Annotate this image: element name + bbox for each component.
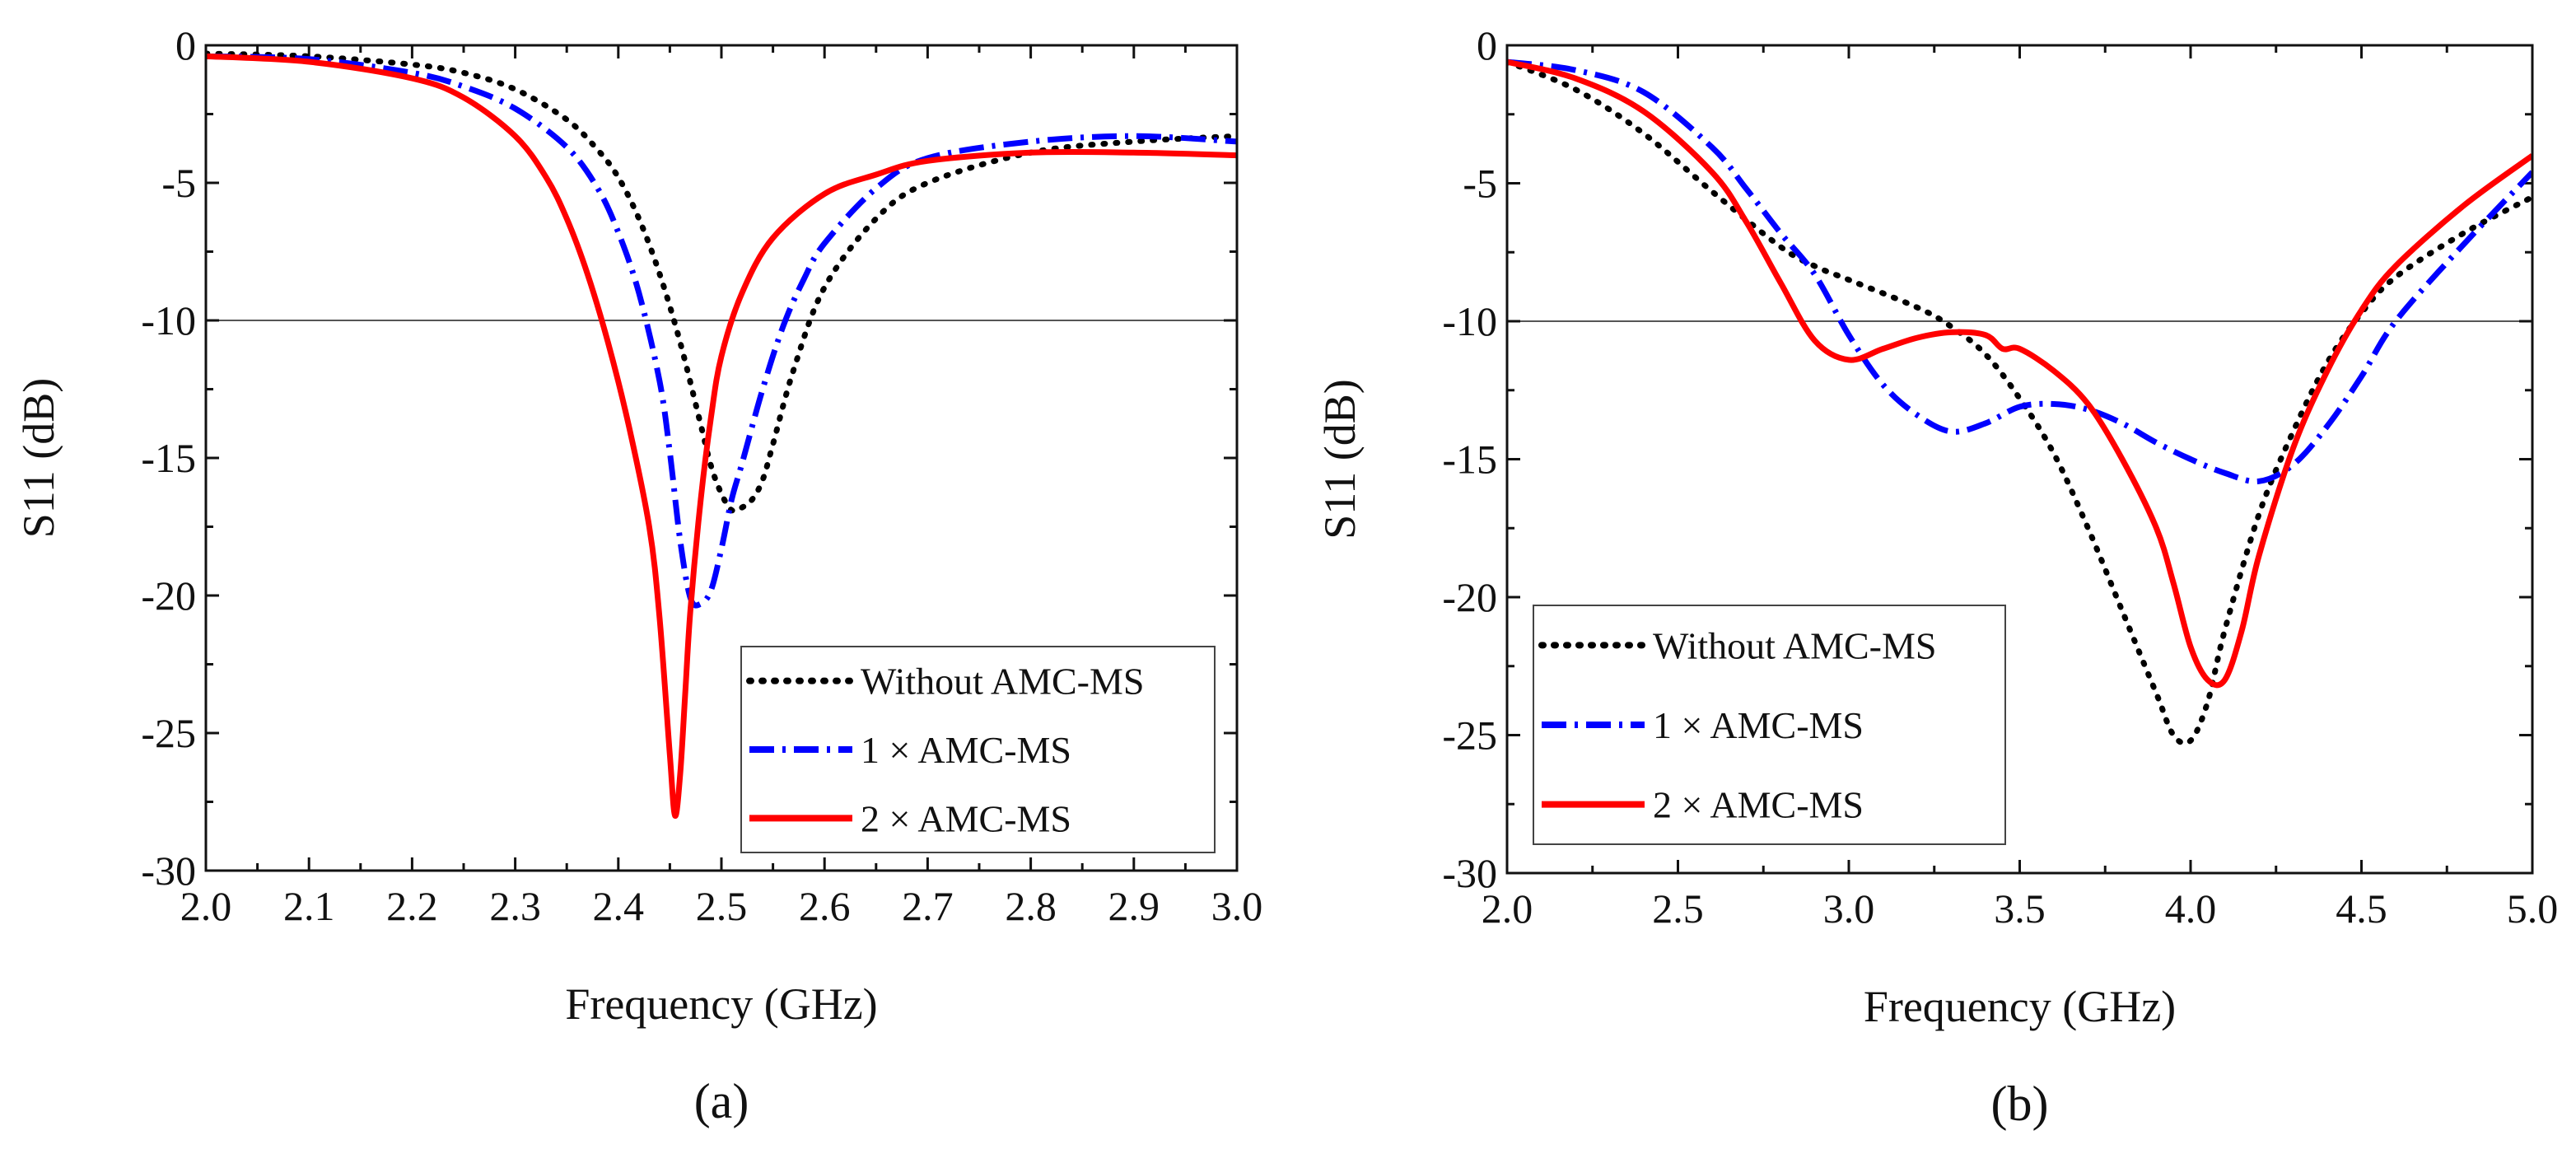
panel-a: 2.0 2.1 2.2 2.3 2.4 2.5 2.6 2.7 2.8 2.9 3.0 0 -5 -10 -… bbox=[14, 22, 1262, 1128]
panel-a-x-tick-label: 2.9 bbox=[1108, 883, 1160, 929]
panel-a-series-group bbox=[206, 50, 1237, 819]
panel-b-y-tick-label: -5 bbox=[1463, 161, 1497, 207]
panel-a-x-tick-label: 2.5 bbox=[696, 883, 748, 929]
panel-a-legend-label-1: Without AMC-MS bbox=[861, 661, 1144, 703]
panel-a-y-tick-label: -5 bbox=[161, 160, 196, 206]
panel-a-legend: Without AMC-MS 1 × AMC-MS 2 × AMC-MS bbox=[740, 646, 1216, 853]
panel-a-x-tick-label: 2.1 bbox=[283, 883, 335, 929]
panel-b-legend-label-3: 2 × AMC-MS bbox=[1653, 784, 1864, 826]
panel-a-legend-label-3: 2 × AMC-MS bbox=[861, 797, 1071, 839]
panel-a-series-line-3 bbox=[206, 53, 1237, 819]
panel-b-y-tick-label: -15 bbox=[1442, 437, 1497, 483]
panel-b-x-tick-label: 2.5 bbox=[1652, 885, 1704, 932]
panel-b-series-line-3 bbox=[1507, 58, 2532, 689]
panel-b: 2.0 2.5 3.0 3.5 4.0 4.5 5.0 0 -5 -10 -15 -20 -25 -30 F… bbox=[1315, 22, 2558, 1131]
panel-b-y-tick-label: -10 bbox=[1442, 298, 1497, 344]
panel-b-y-tick-label: 0 bbox=[1477, 22, 1497, 68]
panel-b-legend-label-1: Without AMC-MS bbox=[1653, 624, 1936, 666]
panel-a-x-tick-label: 2.2 bbox=[386, 883, 438, 929]
panel-a-legend-label-2: 1 × AMC-MS bbox=[861, 729, 1071, 771]
panel-a-x-tick-label: 2.4 bbox=[593, 883, 645, 929]
panel-a-x-tick-label: 2.0 bbox=[180, 883, 232, 929]
panel-a-y-tick-label: 0 bbox=[175, 22, 196, 68]
panel-a-y-axis-title: S11 (dB) bbox=[14, 378, 63, 539]
panel-a-y-tick-label: -25 bbox=[141, 710, 196, 756]
panel-a-x-tick-label: 2.3 bbox=[489, 883, 541, 929]
panel-a-y-tick-label: -10 bbox=[141, 297, 196, 343]
panel-b-y-tick-label: -30 bbox=[1442, 850, 1497, 896]
panel-a-series-line-1 bbox=[206, 50, 1237, 514]
panel-a-y-tick-label: -15 bbox=[141, 435, 196, 481]
panel-b-series-line-1 bbox=[1507, 58, 2532, 747]
panel-b-x-axis-title: Frequency (GHz) bbox=[1864, 982, 2176, 1031]
panel-a-x-axis-title: Frequency (GHz) bbox=[565, 979, 877, 1029]
panel-b-plot-frame bbox=[1505, 44, 2534, 875]
panel-a-panel-label: (a) bbox=[694, 1074, 749, 1128]
panel-b-panel-label: (b) bbox=[1991, 1077, 2049, 1131]
panel-a-y-tick-label: -20 bbox=[141, 572, 196, 619]
panel-a-x-tick-label: 2.8 bbox=[1005, 883, 1057, 929]
panel-b-y-tick-label: -25 bbox=[1442, 712, 1497, 759]
panel-b-legend: Without AMC-MS 1 × AMC-MS 2 × AMC-MS bbox=[1533, 605, 2006, 845]
panel-b-series-line-2 bbox=[1507, 58, 2532, 485]
panel-b-x-tick-label: 4.5 bbox=[2336, 885, 2387, 932]
panel-b-series-group bbox=[1507, 58, 2532, 747]
panel-a-x-tick-label: 2.6 bbox=[799, 883, 851, 929]
panel-a-y-tick-label: -30 bbox=[141, 848, 196, 894]
panel-b-y-tick-label: -20 bbox=[1442, 574, 1497, 620]
panel-b-x-tick-label: 3.5 bbox=[1994, 885, 2046, 932]
panel-b-x-tick-label: 2.0 bbox=[1482, 885, 1533, 932]
panel-a-series-line-2 bbox=[206, 53, 1237, 609]
panel-b-legend-label-2: 1 × AMC-MS bbox=[1653, 704, 1864, 746]
panel-a-x-tick-label: 3.0 bbox=[1211, 883, 1263, 929]
panel-a-plot-frame bbox=[204, 44, 1239, 872]
panel-b-x-tick-label: 5.0 bbox=[2507, 885, 2559, 932]
panel-a-x-tick-label: 2.7 bbox=[902, 883, 954, 929]
panel-b-y-axis-title: S11 (dB) bbox=[1315, 379, 1365, 539]
panel-b-x-tick-label: 4.0 bbox=[2165, 885, 2217, 932]
panel-b-x-tick-label: 3.0 bbox=[1823, 885, 1875, 932]
